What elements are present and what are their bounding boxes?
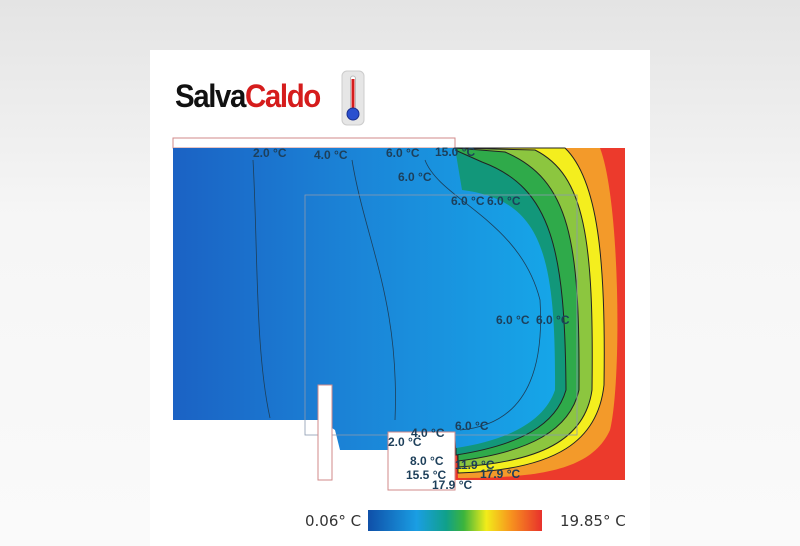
contour-label: 2.0 °C bbox=[253, 146, 287, 160]
logo: SalvaCaldo bbox=[175, 78, 321, 115]
contour-label: 6.0 °C bbox=[398, 170, 432, 184]
isotherm-4 bbox=[351, 159, 396, 421]
contour-label: 15.5 °C bbox=[406, 468, 446, 482]
contour-label: 4.0 °C bbox=[411, 426, 445, 440]
contour-label: 17.9 °C bbox=[432, 478, 472, 492]
frame-profile bbox=[317, 384, 333, 481]
contour-label: 8.0 °C bbox=[410, 454, 444, 468]
logo-text-salva: Salva bbox=[175, 78, 246, 114]
colorbar-min-label: 0.06° C bbox=[305, 512, 362, 530]
contour-label: 6.0 °C bbox=[455, 419, 489, 433]
contour-label: 6.0 °C bbox=[536, 313, 570, 327]
cold-zone bbox=[173, 148, 556, 450]
contour-label: 15.0 °C bbox=[435, 145, 475, 159]
contour-label: 4.0 °C bbox=[314, 148, 348, 162]
logo-text-caldo: Caldo bbox=[245, 78, 321, 114]
contour-label: 6.0 °C bbox=[451, 194, 485, 208]
contour-label: 6.0 °C bbox=[496, 313, 530, 327]
colorbar bbox=[368, 510, 542, 531]
contour-label: 6.0 °C bbox=[386, 146, 420, 160]
isotherm-2 bbox=[252, 159, 271, 419]
contour-label: 17.9 °C bbox=[480, 467, 520, 481]
isotherm-6 bbox=[424, 159, 542, 431]
frame-sill bbox=[387, 431, 456, 491]
colorbar-max-label: 19.85° C bbox=[560, 512, 626, 530]
contour-label: 6.0 °C bbox=[487, 194, 521, 208]
contour-label: 11.9 °C bbox=[455, 458, 495, 472]
contour-label: 2.0 °C bbox=[388, 435, 422, 449]
thermometer-icon bbox=[341, 70, 365, 126]
